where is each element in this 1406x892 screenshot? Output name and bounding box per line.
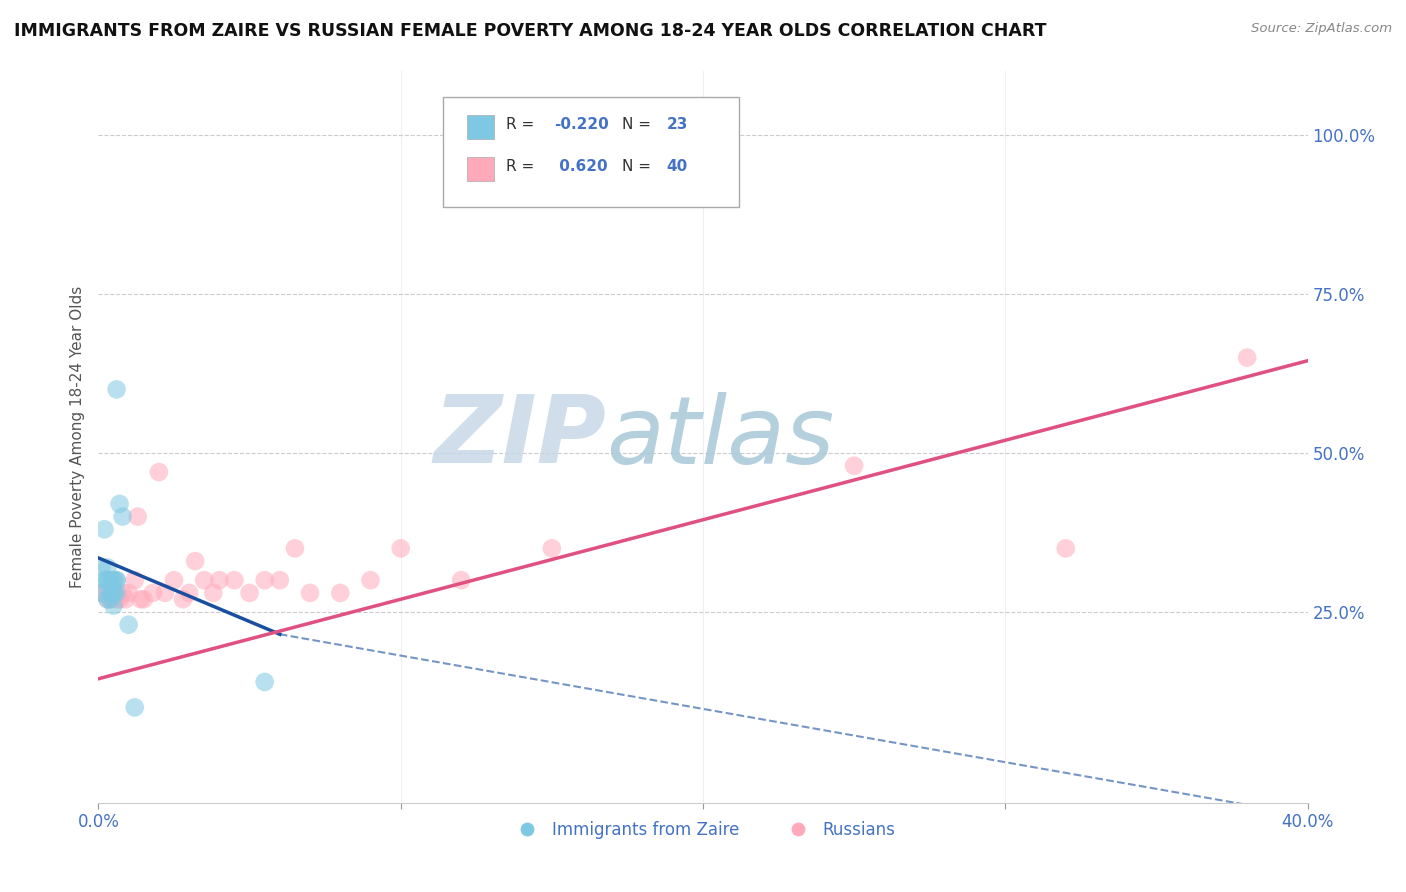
Text: R =: R = (506, 117, 538, 132)
Point (224, 573, 246, 587)
Point (163, 573, 186, 587)
Point (253, 675, 276, 690)
Point (193, 573, 215, 587)
Point (1236, 351, 1258, 365)
Point (284, 541, 307, 556)
Point (253, 573, 276, 587)
Point (148, 465, 170, 479)
Point (93, 573, 115, 587)
Point (96, 560, 118, 574)
Point (103, 586, 125, 600)
Point (105, 586, 128, 600)
Point (103, 573, 125, 587)
Point (105, 383, 128, 397)
Text: 23: 23 (666, 117, 688, 132)
Point (105, 592, 128, 607)
Point (93, 522, 115, 536)
Point (96, 592, 118, 607)
Text: Source: ZipAtlas.com: Source: ZipAtlas.com (1251, 22, 1392, 36)
Point (100, 573, 122, 587)
Point (118, 586, 141, 600)
Text: R =: R = (506, 159, 538, 174)
Point (299, 586, 322, 600)
Point (389, 541, 412, 556)
Text: N =: N = (621, 117, 655, 132)
Point (105, 573, 128, 587)
Point (105, 573, 128, 587)
Bar (467, 115, 494, 139)
Point (96, 573, 118, 587)
Point (93, 586, 115, 600)
Text: 0.620: 0.620 (554, 159, 607, 174)
Point (179, 586, 201, 600)
Point (100, 592, 122, 607)
Point (103, 586, 125, 600)
Point (103, 586, 125, 600)
Point (118, 617, 141, 632)
Point (103, 573, 125, 587)
Point (124, 700, 146, 714)
Point (132, 592, 155, 607)
Point (124, 573, 146, 587)
Point (100, 586, 122, 600)
Point (100, 586, 122, 600)
Point (127, 509, 149, 524)
Text: ZIP: ZIP (433, 391, 606, 483)
Point (184, 554, 207, 568)
Text: N =: N = (621, 159, 655, 174)
Point (202, 586, 225, 600)
Point (100, 592, 122, 607)
Point (208, 573, 231, 587)
Text: 40: 40 (666, 159, 688, 174)
Point (90, 586, 112, 600)
Point (329, 586, 352, 600)
Point (96, 592, 118, 607)
Point (172, 592, 194, 607)
Point (108, 497, 131, 511)
Point (239, 586, 262, 600)
Point (103, 599, 125, 613)
Point (269, 573, 291, 587)
Text: -0.220: -0.220 (554, 117, 609, 132)
Point (111, 586, 134, 600)
Point (90, 560, 112, 574)
Text: atlas: atlas (606, 392, 835, 483)
Point (111, 509, 134, 524)
Point (450, 573, 472, 587)
Bar (467, 157, 494, 181)
Point (153, 586, 176, 600)
Point (96, 573, 118, 587)
Y-axis label: Female Poverty Among 18-24 Year Olds: Female Poverty Among 18-24 Year Olds (69, 286, 84, 588)
Point (114, 592, 136, 607)
Point (129, 592, 152, 607)
Point (142, 586, 165, 600)
Text: IMMIGRANTS FROM ZAIRE VS RUSSIAN FEMALE POVERTY AMONG 18-24 YEAR OLDS CORRELATIO: IMMIGRANTS FROM ZAIRE VS RUSSIAN FEMALE … (14, 22, 1046, 40)
Point (360, 573, 382, 587)
Point (844, 458, 866, 473)
Point (90, 586, 112, 600)
FancyBboxPatch shape (443, 97, 740, 207)
Legend: Immigrants from Zaire, Russians: Immigrants from Zaire, Russians (503, 814, 903, 846)
Point (540, 541, 562, 556)
Point (108, 592, 131, 607)
Point (1054, 541, 1077, 556)
